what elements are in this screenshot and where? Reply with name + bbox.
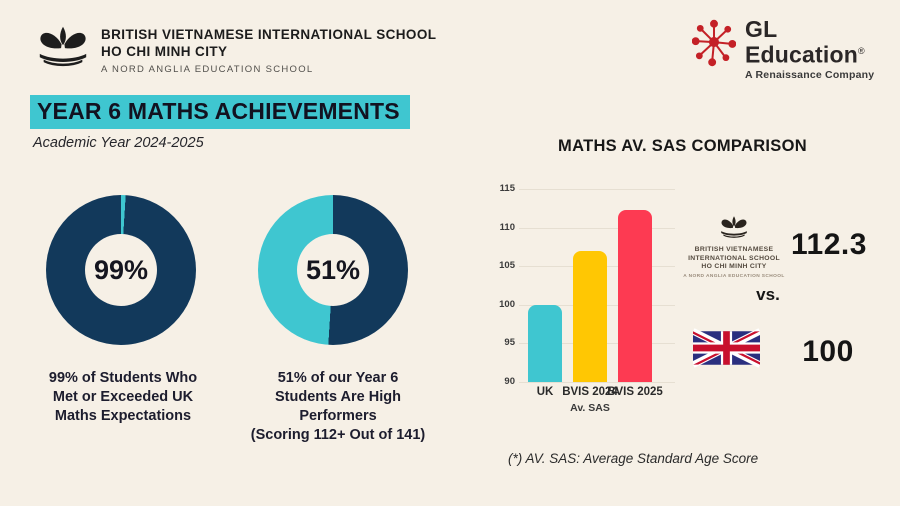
caption-line: Performers: [299, 408, 377, 424]
donut-value-label: 99%: [93, 254, 149, 285]
y-tick-label: 105: [499, 260, 515, 272]
gridline: [519, 227, 675, 229]
caption-line: (Scoring 112+ Out of 141): [250, 427, 426, 443]
donut-caption-99: 99% of Students Who Met or Exceeded UK M…: [16, 369, 230, 426]
y-tick-label: 110: [499, 221, 515, 233]
bvis-mini-crest-icon: [721, 216, 747, 238]
mini-name-line: BRITISH VIETNAMESE: [694, 246, 774, 253]
gridline: [519, 189, 675, 190]
gl-education-wordmark: GL Education® A Renaissance Company: [745, 18, 874, 81]
gl-education-starburst-icon: [692, 19, 736, 67]
bvis-score: 112.3: [791, 228, 867, 261]
caption-line: 51% of our Year 6: [277, 370, 399, 386]
donut-hole: 51%: [297, 234, 369, 306]
gl-line1: GL: [745, 16, 778, 42]
bvis-mini-name: BRITISH VIETNAMESE INTERNATIONAL SCHOOL …: [671, 246, 797, 279]
y-tick-label: 100: [499, 298, 515, 310]
school-tagline: A NORD ANGLIA EDUCATION SCHOOL: [101, 64, 314, 75]
bar-bvis-2025: [618, 209, 652, 382]
donut-hole: 99%: [85, 234, 157, 306]
registered-mark: ®: [857, 46, 865, 56]
x-category-label: BVIS 2024: [562, 386, 618, 398]
y-tick-label: 115: [499, 183, 515, 194]
x-axis-title: Av. SAS: [570, 402, 610, 414]
donut-chart-51: 51%: [258, 195, 408, 345]
gl-line2: Education®: [745, 40, 874, 66]
bar-bvis-2024: [573, 250, 607, 382]
caption-line: Met or Exceeded UK: [52, 389, 194, 405]
gridline: [519, 382, 675, 383]
school-name-block: BRITISH VIETNAMESE INTERNATIONAL SCHOOL …: [101, 26, 436, 75]
bar-uk: [528, 304, 562, 382]
bvis-crest-icon: [39, 26, 87, 67]
sas-footnote: (*) AV. SAS: Average Standard Age Score: [508, 451, 759, 466]
donut-value-label: 51%: [305, 254, 361, 285]
caption-line: Maths Expectations: [54, 408, 192, 424]
y-tick-label: 90: [504, 376, 515, 387]
x-category-label: BVIS 2025: [607, 386, 663, 398]
gl-education-word: Education: [745, 41, 858, 68]
academic-year-subtitle: Academic Year 2024-2025: [33, 135, 204, 151]
caption-line: 99% of Students Who: [48, 370, 198, 386]
y-axis: 115 110 105 100 95 90: [491, 183, 519, 387]
uk-flag-icon: [693, 328, 760, 368]
bar-chart-title: MATHS AV. SAS COMPARISON: [558, 137, 807, 155]
mini-name-line: HO CHI MINH CITY: [701, 263, 767, 270]
x-category-label: UK: [536, 386, 554, 398]
mini-name-line: INTERNATIONAL SCHOOL: [688, 254, 780, 262]
mini-name-tagline: A NORD ANGLIA EDUCATION SCHOOL: [683, 274, 785, 279]
gl-tagline: A Renaissance Company: [745, 68, 875, 81]
caption-line: Students Are High: [275, 389, 401, 405]
y-tick-label: 95: [504, 337, 515, 349]
page-title: YEAR 6 MATHS ACHIEVEMENTS: [30, 95, 410, 129]
x-axis: UK BVIS 2024 BVIS 2025: [525, 386, 675, 402]
versus-label: vs.: [756, 285, 780, 304]
bar-plot: [525, 189, 675, 382]
school-name-line2: HO CHI MINH CITY: [101, 44, 228, 59]
school-name-line1: BRITISH VIETNAMESE INTERNATIONAL SCHOOL: [101, 27, 437, 42]
donut-caption-51: 51% of our Year 6 Students Are High Perf…: [242, 369, 434, 445]
uk-score: 100: [802, 335, 854, 368]
donut-chart-99: 99%: [46, 195, 196, 345]
